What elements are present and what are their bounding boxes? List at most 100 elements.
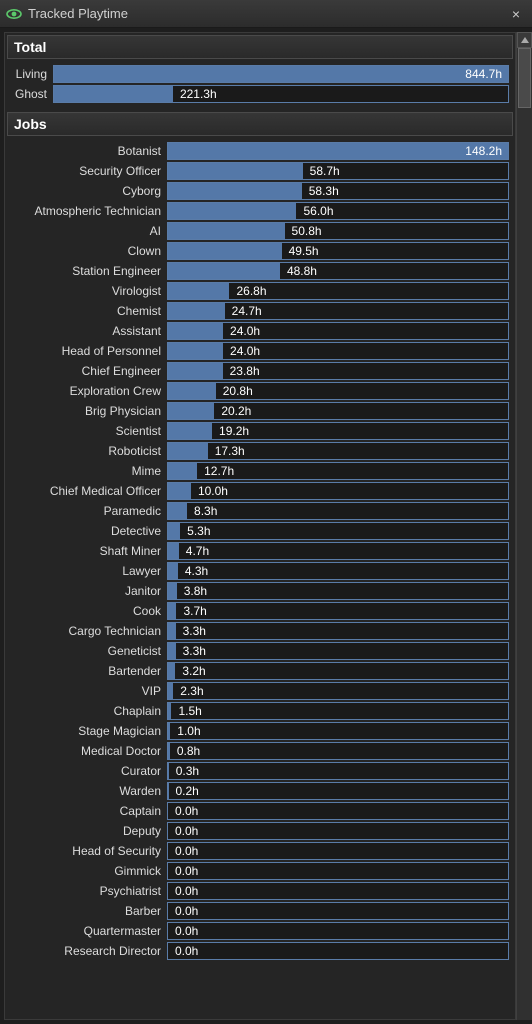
progress-track: 2.3h [167,682,509,700]
progress-track: 0.0h [167,902,509,920]
row-label: Janitor [11,584,167,598]
progress-track: 24.0h [167,342,509,360]
progress-fill [54,86,173,102]
progress-value: 0.0h [171,903,202,919]
progress-value: 3.3h [179,623,210,639]
row-label: Scientist [11,424,167,438]
close-button[interactable]: × [506,4,526,24]
progress-fill [168,603,176,619]
playtime-row: Cook3.7h [11,601,509,621]
progress-value: 8.3h [190,503,221,519]
vertical-scrollbar[interactable] [516,32,532,1020]
row-label: Roboticist [11,444,167,458]
row-label: Warden [11,784,167,798]
progress-value: 1.5h [174,703,205,719]
progress-track: 20.2h [167,402,509,420]
playtime-row: Station Engineer48.8h [11,261,509,281]
row-label: Shaft Miner [11,544,167,558]
row-label: Brig Physician [11,404,167,418]
row-label: Security Officer [11,164,167,178]
progress-fill [168,683,173,699]
playtime-row: Detective 5.3h [11,521,509,541]
playtime-row: Janitor3.8h [11,581,509,601]
playtime-row: Living844.7h [11,64,509,84]
row-label: VIP [11,684,167,698]
total-header: Total [7,35,513,59]
progress-track: 58.7h [167,162,509,180]
playtime-row: Stage Magician1.0h [11,721,509,741]
progress-fill [168,523,180,539]
playtime-row: Mime12.7h [11,461,509,481]
row-label: Psychiatrist [11,884,167,898]
scroll-up-arrow[interactable] [517,32,532,48]
progress-track: 3.8h [167,582,509,600]
eye-icon [6,6,22,22]
progress-fill [168,343,223,359]
progress-value: 4.7h [182,543,213,559]
playtime-row: Quartermaster0.0h [11,921,509,941]
progress-track: 48.8h [167,262,509,280]
playtime-row: Scientist19.2h [11,421,509,441]
progress-track: 20.8h [167,382,509,400]
content-area: Total Living844.7hGhost221.3h Jobs Botan… [0,28,532,1024]
playtime-row: Chief Engineer23.8h [11,361,509,381]
playtime-row: Research Director0.0h [11,941,509,961]
row-label: Lawyer [11,564,167,578]
playtime-row: Cyborg58.3h [11,181,509,201]
progress-fill [168,363,223,379]
playtime-row: Shaft Miner 4.7h [11,541,509,561]
row-label: AI [11,224,167,238]
progress-fill [168,263,280,279]
progress-fill [168,663,175,679]
row-label: Paramedic [11,504,167,518]
progress-track: 50.8h [167,222,509,240]
progress-value: 221.3h [176,86,221,102]
progress-value: 0.3h [172,763,203,779]
progress-track: 3.3h [167,622,509,640]
progress-track: 221.3h [53,85,509,103]
progress-fill [168,443,208,459]
titlebar[interactable]: Tracked Playtime × [0,0,532,28]
progress-value: 17.3h [211,443,249,459]
row-label: Ghost [11,87,53,101]
progress-track: 0.8h [167,742,509,760]
row-label: Chief Engineer [11,364,167,378]
progress-fill [168,543,179,559]
window-title: Tracked Playtime [28,6,500,21]
scroll-thumb[interactable] [518,48,531,108]
progress-fill [168,483,191,499]
playtime-row: Roboticist 17.3h [11,441,509,461]
playtime-row: Lawyer4.3h [11,561,509,581]
progress-track: 1.5h [167,702,509,720]
progress-fill [168,583,177,599]
progress-track: 3.3h [167,642,509,660]
playtime-row: Deputy0.0h [11,821,509,841]
progress-value: 0.8h [173,743,204,759]
row-label: Stage Magician [11,724,167,738]
progress-fill [168,223,285,239]
playtime-row: VIP2.3h [11,681,509,701]
row-label: Botanist [11,144,167,158]
progress-value: 20.2h [217,403,255,419]
progress-value: 0.0h [171,823,202,839]
progress-track: 49.5h [167,242,509,260]
row-label: Detective [11,524,167,538]
playtime-row: Head of Personnel24.0h [11,341,509,361]
progress-track: 19.2h [167,422,509,440]
playtime-row: Chaplain1.5h [11,701,509,721]
row-label: Head of Security [11,844,167,858]
progress-fill [168,723,170,739]
progress-track: 56.0h [167,202,509,220]
progress-value: 10.0h [194,483,232,499]
row-label: Chief Medical Officer [11,484,167,498]
row-label: Medical Doctor [11,744,167,758]
progress-track: 23.8h [167,362,509,380]
playtime-row: Medical Doctor 0.8h [11,741,509,761]
playtime-row: Exploration Crew20.8h [11,381,509,401]
row-label: Research Director [11,944,167,958]
row-label: Gimmick [11,864,167,878]
jobs-section: Botanist148.2hSecurity Officer58.7hCybor… [7,139,513,969]
progress-fill [168,763,169,779]
progress-value: 5.3h [183,523,214,539]
progress-track: 0.0h [167,882,509,900]
